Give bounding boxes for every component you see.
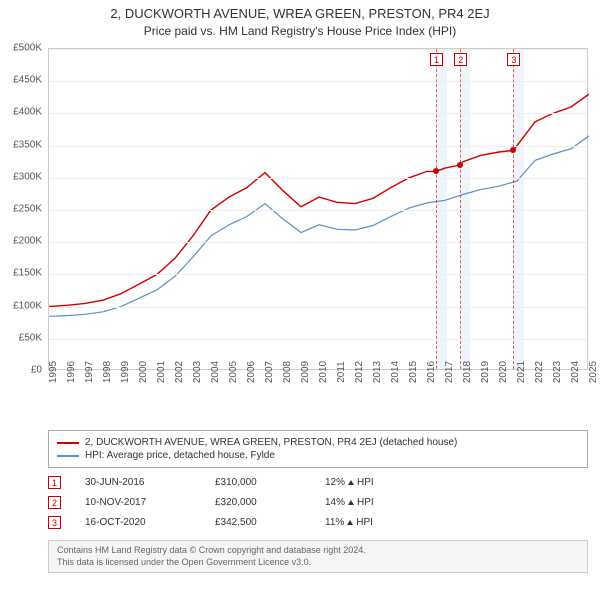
legend-item: 2, DUCKWORTH AVENUE, WREA GREEN, PRESTON… xyxy=(57,437,579,448)
y-tick-label: £500K xyxy=(0,43,42,54)
x-tick-label: 2004 xyxy=(210,361,221,383)
gridline xyxy=(49,210,587,211)
table-row: 3 16-OCT-2020 £342,500 11% HPI xyxy=(48,512,588,532)
legend-swatch xyxy=(57,442,79,444)
gridline xyxy=(49,242,587,243)
x-tick-label: 2003 xyxy=(192,361,203,383)
y-tick-label: £100K xyxy=(0,300,42,311)
table-row: 2 10-NOV-2017 £320,000 14% HPI xyxy=(48,492,588,512)
x-tick-label: 1996 xyxy=(66,361,77,383)
sale-date: 30-JUN-2016 xyxy=(85,477,215,488)
sale-point xyxy=(510,147,516,153)
footer-line: This data is licensed under the Open Gov… xyxy=(57,557,579,569)
y-tick-label: £400K xyxy=(0,107,42,118)
chart-title: 2, DUCKWORTH AVENUE, WREA GREEN, PRESTON… xyxy=(0,6,600,21)
titles: 2, DUCKWORTH AVENUE, WREA GREEN, PRESTON… xyxy=(0,0,600,38)
attribution-footer: Contains HM Land Registry data © Crown c… xyxy=(48,540,588,573)
x-tick-label: 2016 xyxy=(426,361,437,383)
x-tick-label: 2002 xyxy=(174,361,185,383)
chart-subtitle: Price paid vs. HM Land Registry's House … xyxy=(0,24,600,38)
sale-vline xyxy=(436,49,437,369)
sale-marker-box: 3 xyxy=(48,516,61,529)
x-tick-label: 2007 xyxy=(264,361,275,383)
x-tick-label: 2024 xyxy=(570,361,581,383)
gridline xyxy=(49,307,587,308)
x-tick-label: 2021 xyxy=(516,361,527,383)
x-tick-label: 2001 xyxy=(156,361,167,383)
arrow-up-icon xyxy=(348,500,354,505)
x-tick-label: 2000 xyxy=(138,361,149,383)
sale-marker-box: 2 xyxy=(454,53,467,66)
chart-container: 2, DUCKWORTH AVENUE, WREA GREEN, PRESTON… xyxy=(0,0,600,590)
x-tick-label: 2020 xyxy=(498,361,509,383)
legend: 2, DUCKWORTH AVENUE, WREA GREEN, PRESTON… xyxy=(48,430,588,468)
sale-marker-box: 1 xyxy=(430,53,443,66)
x-tick-label: 2019 xyxy=(480,361,491,383)
legend-item: HPI: Average price, detached house, Fyld… xyxy=(57,450,579,461)
x-tick-label: 2025 xyxy=(588,361,599,383)
gridline xyxy=(49,274,587,275)
gridline xyxy=(49,178,587,179)
legend-swatch xyxy=(57,455,79,457)
sale-delta: 11% HPI xyxy=(325,517,415,528)
table-row: 1 30-JUN-2016 £310,000 12% HPI xyxy=(48,472,588,492)
x-tick-label: 2010 xyxy=(318,361,329,383)
x-tick-label: 1995 xyxy=(48,361,59,383)
arrow-up-icon xyxy=(348,480,354,485)
x-tick-label: 1997 xyxy=(84,361,95,383)
gridline xyxy=(49,49,587,50)
y-tick-label: £0 xyxy=(0,365,42,376)
x-tick-label: 2008 xyxy=(282,361,293,383)
sale-price: £342,500 xyxy=(215,517,325,528)
sale-price: £310,000 xyxy=(215,477,325,488)
y-tick-label: £350K xyxy=(0,139,42,150)
x-tick-label: 2018 xyxy=(462,361,473,383)
sale-marker-box: 3 xyxy=(507,53,520,66)
legend-label: HPI: Average price, detached house, Fyld… xyxy=(85,450,275,461)
sale-point xyxy=(457,162,463,168)
x-tick-label: 2012 xyxy=(354,361,365,383)
x-tick-label: 2017 xyxy=(444,361,455,383)
sale-date: 10-NOV-2017 xyxy=(85,497,215,508)
plot-area: 12 3 xyxy=(48,48,588,370)
y-tick-label: £300K xyxy=(0,171,42,182)
x-tick-label: 2009 xyxy=(300,361,311,383)
y-tick-label: £150K xyxy=(0,268,42,279)
y-tick-label: £450K xyxy=(0,75,42,86)
x-tick-label: 2015 xyxy=(408,361,419,383)
sale-point xyxy=(433,168,439,174)
x-tick-label: 2011 xyxy=(336,361,347,383)
sale-marker-box: 1 xyxy=(48,476,61,489)
x-tick-label: 2022 xyxy=(534,361,545,383)
legend-label: 2, DUCKWORTH AVENUE, WREA GREEN, PRESTON… xyxy=(85,437,457,448)
y-tick-label: £250K xyxy=(0,204,42,215)
x-tick-label: 2014 xyxy=(390,361,401,383)
chart-area: 123 £0£50K£100K£150K£200K£250K£300K£350K… xyxy=(48,48,588,398)
sale-marker-box: 2 xyxy=(48,496,61,509)
gridline xyxy=(49,146,587,147)
x-tick-label: 2006 xyxy=(246,361,257,383)
sale-delta: 12% HPI xyxy=(325,477,415,488)
footer-line: Contains HM Land Registry data © Crown c… xyxy=(57,545,579,557)
gridline xyxy=(49,81,587,82)
gridline xyxy=(49,113,587,114)
x-tick-label: 2023 xyxy=(552,361,563,383)
gridline xyxy=(49,339,587,340)
x-tick-label: 1999 xyxy=(120,361,131,383)
sale-vline xyxy=(513,49,514,369)
y-tick-label: £50K xyxy=(0,332,42,343)
sale-date: 16-OCT-2020 xyxy=(85,517,215,528)
sale-price: £320,000 xyxy=(215,497,325,508)
arrow-up-icon xyxy=(347,520,353,525)
sale-vline xyxy=(460,49,461,369)
x-tick-label: 2005 xyxy=(228,361,239,383)
y-tick-label: £200K xyxy=(0,236,42,247)
x-tick-label: 1998 xyxy=(102,361,113,383)
x-tick-label: 2013 xyxy=(372,361,383,383)
sale-delta: 14% HPI xyxy=(325,497,415,508)
sales-table: 1 30-JUN-2016 £310,000 12% HPI 2 10-NOV-… xyxy=(48,472,588,532)
